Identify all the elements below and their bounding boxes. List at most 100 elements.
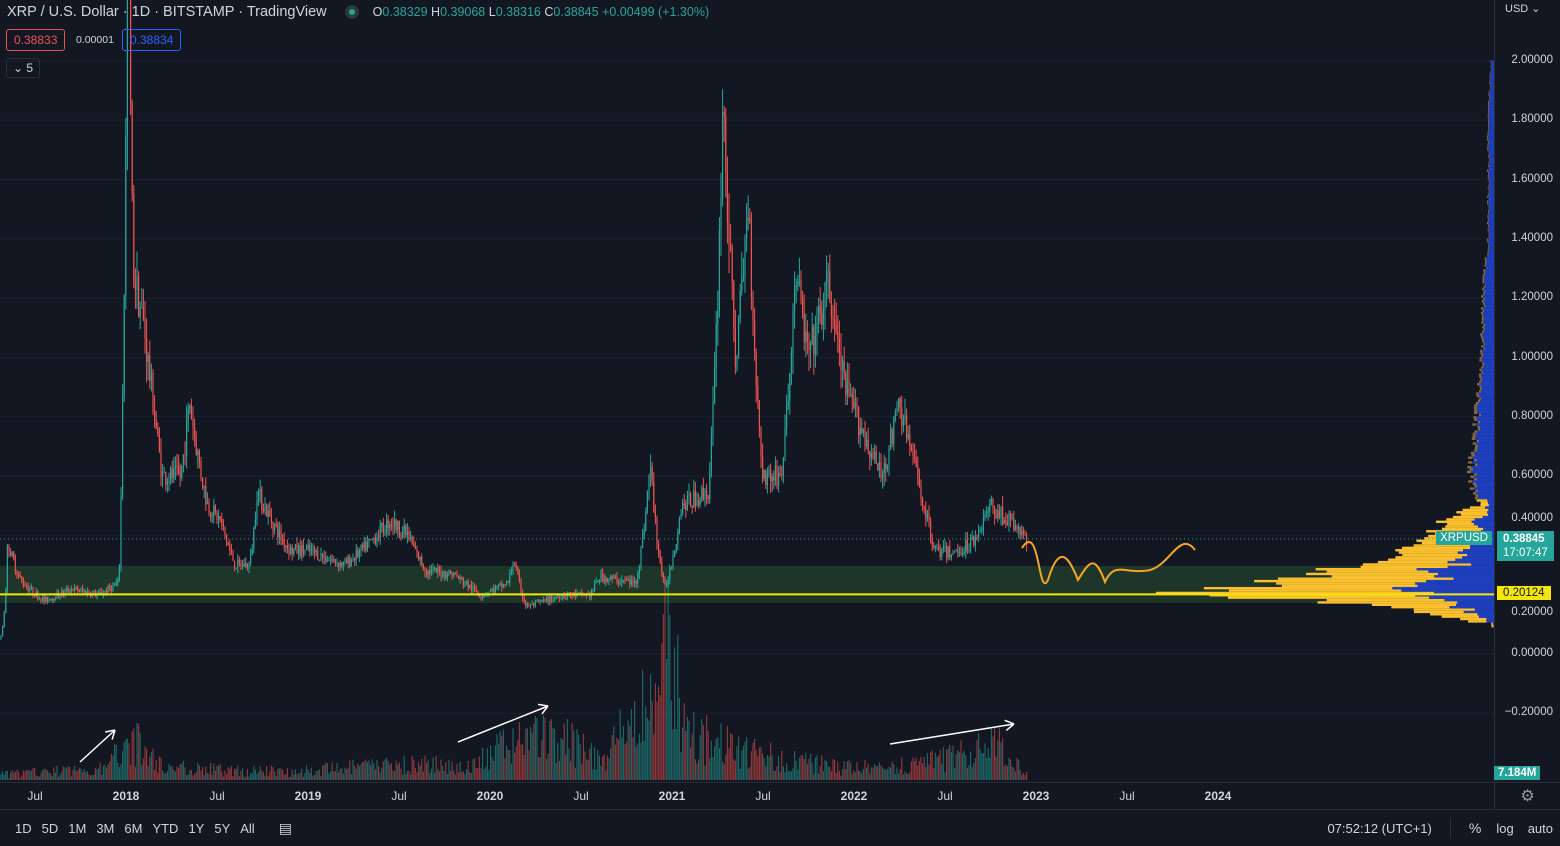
volume-bar (890, 767, 892, 780)
range-ytd[interactable]: YTD (152, 820, 179, 836)
candle-body (336, 563, 338, 565)
volume-bar (835, 772, 837, 780)
volume-bar (346, 769, 348, 780)
volume-bar (574, 768, 576, 780)
chart-canvas[interactable] (0, 0, 1494, 782)
volume-bar (285, 774, 287, 780)
candle-body (258, 492, 260, 501)
candle-body (994, 508, 996, 516)
range-5d[interactable]: 5D (41, 820, 59, 836)
volume-bar (1018, 759, 1020, 780)
candle-body (40, 598, 42, 602)
candle-body (157, 429, 159, 434)
volume-bar (614, 744, 616, 780)
volume-profile-bar-down (1488, 176, 1494, 180)
range-all[interactable]: All (240, 820, 255, 836)
volume-profile-bar-down (1489, 150, 1494, 153)
candle-body (203, 485, 205, 488)
volume-bar (691, 733, 693, 780)
auto-toggle[interactable]: auto (1527, 820, 1553, 836)
volume-bar (197, 762, 199, 780)
volume-bar (566, 718, 568, 780)
range-5y[interactable]: 5Y (214, 820, 231, 836)
volume-bar (838, 770, 840, 780)
volume-bar (434, 772, 436, 780)
range-1y[interactable]: 1Y (188, 820, 205, 836)
settings-gear-icon[interactable]: ⚙ (1494, 782, 1560, 809)
volume-bar (990, 728, 992, 780)
volume-bar (704, 765, 706, 780)
volume-profile-bar-up (1486, 221, 1489, 225)
volume-bar (168, 763, 170, 780)
candle-body (611, 576, 613, 579)
candle-body (864, 428, 866, 447)
volume-bar (611, 734, 613, 780)
volume-profile-bar-up (1489, 88, 1491, 92)
range-6m[interactable]: 6M (124, 820, 143, 836)
candle-body (934, 547, 936, 549)
volume-bar (752, 742, 754, 780)
candle-body (640, 548, 642, 567)
range-1d[interactable]: 1D (15, 820, 32, 836)
volume-bar (659, 695, 661, 780)
indicators-toggle[interactable]: ⌄ 5 (6, 58, 41, 78)
candle-body (866, 439, 868, 447)
volume-bar (24, 771, 26, 780)
buy-button[interactable]: 0.38834 (122, 29, 182, 51)
volume-profile-bar-up (1402, 553, 1468, 557)
candle-body (933, 545, 935, 548)
volume-bar (6, 770, 8, 780)
price-axis[interactable]: USD ⌄ 2.00000 1.80000 1.60000 1.40000 1.2000… (1494, 0, 1560, 782)
time-axis[interactable]: Jul 2018 Jul 2019 Jul 2020 Jul 2021 Jul 2022 Jul 20… (0, 782, 1494, 809)
volume-bar (366, 762, 368, 780)
date-range-icon[interactable]: ▤ (278, 819, 292, 836)
volume-bar (349, 760, 351, 780)
volume-profile-bar-down (1488, 148, 1494, 151)
range-3m[interactable]: 3M (96, 820, 115, 836)
volume-profile-bar-down (1488, 254, 1494, 258)
candle-body (430, 569, 432, 574)
time-tick: Jul (573, 789, 589, 803)
candle-body (845, 372, 847, 395)
volume-profile-bar-up (1485, 262, 1487, 265)
volume-profile-bar-up (1482, 273, 1485, 277)
candle-body (534, 601, 536, 606)
volume-bar (747, 768, 749, 780)
volume-profile-bar-up (1326, 598, 1445, 602)
volume-profile-bar-down (1488, 100, 1494, 104)
volume-bar (669, 615, 671, 780)
candle-body (312, 548, 314, 550)
volume-profile-bar-up (1483, 328, 1485, 331)
volume-bar (1000, 742, 1002, 780)
range-1m[interactable]: 1M (68, 820, 87, 836)
candle-body (294, 544, 296, 549)
price-chart[interactable] (0, 0, 1494, 782)
volume-bar (403, 755, 405, 780)
log-toggle[interactable]: log (1496, 820, 1514, 836)
spread-value: 0.00001 (76, 34, 114, 46)
volume-profile-bar-down (1471, 520, 1494, 523)
volume-bar (117, 762, 119, 780)
candle-body (170, 468, 172, 482)
volume-profile-bar-up (1362, 563, 1472, 566)
volume-profile-bar-up (1489, 72, 1491, 75)
volume-profile-bar-up (1254, 579, 1427, 583)
volume-bar (390, 762, 392, 780)
currency-selector[interactable]: USD ⌄ (1505, 3, 1541, 15)
volume-profile-bar-down (1477, 404, 1494, 407)
clock[interactable]: 07:52:12 (UTC+1) (1327, 820, 1432, 836)
volume-bar (818, 773, 820, 780)
candle-body (134, 284, 136, 290)
sell-button[interactable]: 0.38833 (6, 29, 66, 51)
volume-bar (128, 742, 130, 780)
volume-bar (158, 756, 160, 780)
volume-profile-bar-down (1473, 475, 1494, 478)
volume-bar (397, 764, 399, 780)
volume-profile-bar-down (1483, 354, 1494, 357)
percent-toggle[interactable]: % (1468, 820, 1482, 836)
volume-bar (494, 745, 496, 780)
candle-body (168, 481, 170, 483)
candle-body (176, 465, 178, 467)
volume-bar (482, 747, 484, 780)
candle-body (579, 591, 581, 593)
